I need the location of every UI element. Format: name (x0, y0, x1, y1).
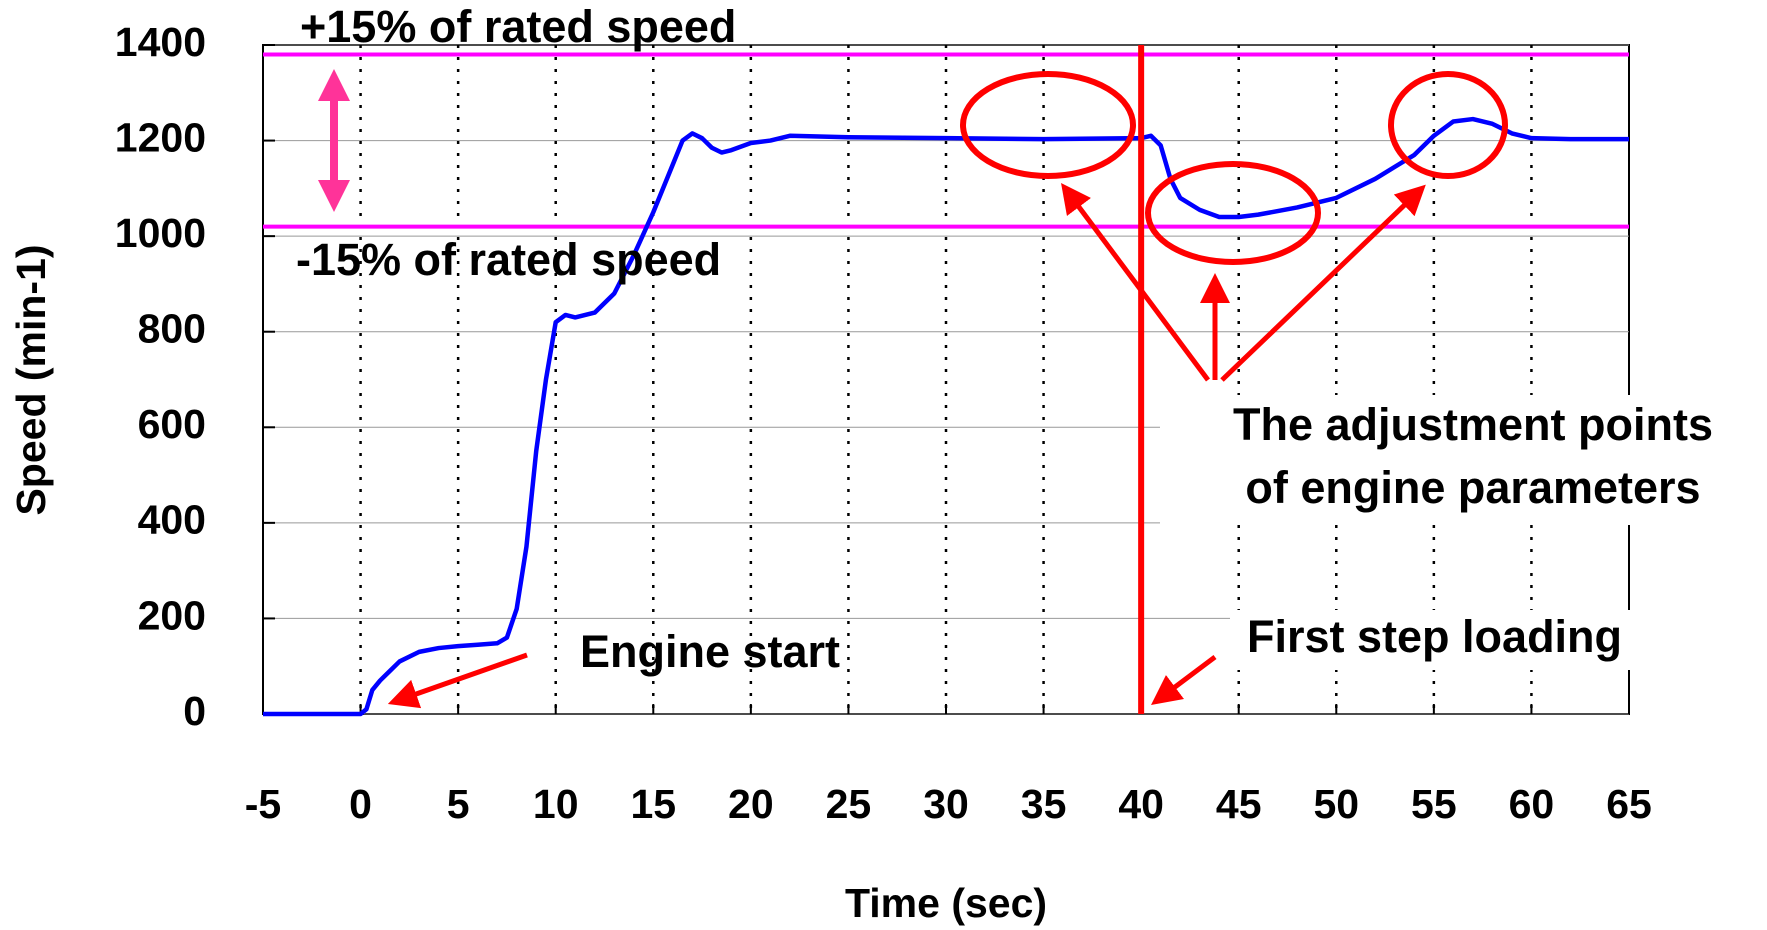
x-axis-title: Time (sec) (845, 880, 1047, 926)
label-backdrop (1160, 395, 1760, 525)
x-tick-label: 20 (728, 781, 774, 827)
engine-start-label: Engine start (580, 626, 840, 677)
arrow (1220, 184, 1426, 382)
x-tick-label: 30 (923, 781, 969, 827)
x-tick-label: 55 (1411, 781, 1457, 827)
y-tick-label: 800 (138, 306, 206, 352)
line (263, 116, 1629, 717)
x-tick-label: 60 (1509, 781, 1555, 827)
arrow (1151, 655, 1217, 705)
x-tick-label: 65 (1606, 781, 1652, 827)
highlight-ellipses (960, 71, 1508, 265)
x-tick-label: 45 (1216, 781, 1262, 827)
x-tick-label: 15 (630, 781, 676, 827)
adjustment-label: of engine parameters (1245, 462, 1700, 513)
x-tick-label: 0 (349, 781, 372, 827)
x-tick-label: 25 (826, 781, 872, 827)
adjustment-label: The adjustment points (1233, 399, 1713, 450)
y-tick-label: 1000 (115, 210, 206, 256)
arrow (387, 652, 528, 709)
y-axis-title: Speed (min-1) (8, 244, 54, 515)
loading-label: First step loading (1247, 611, 1622, 662)
ellipse (1145, 161, 1321, 265)
arrows (387, 182, 1426, 709)
annotations: +15% of rated speed -15% of rated speed … (296, 1, 1760, 709)
x-tick-label: 50 (1313, 781, 1359, 827)
x-tick-label: 35 (1021, 781, 1067, 827)
upper-band-label: +15% of rated speed (300, 1, 736, 52)
y-tick-label: 1200 (115, 114, 206, 160)
arrow (1061, 182, 1211, 382)
label-backdrop (1230, 610, 1710, 670)
x-tick-label: 10 (533, 781, 579, 827)
y-tick-label: 600 (138, 401, 206, 447)
y-tick-label: 0 (183, 688, 206, 734)
x-tick-label: 40 (1118, 781, 1164, 827)
ellipse (1388, 71, 1508, 179)
y-tick-label: 400 (138, 497, 206, 543)
y-tick-label: 1400 (115, 19, 206, 65)
y-tick-label: 200 (138, 592, 206, 638)
lower-band-label: -15% of rated speed (296, 234, 721, 285)
x-tick-label: -5 (245, 781, 281, 827)
x-tick-label: 5 (447, 781, 470, 827)
ellipse (960, 71, 1136, 179)
